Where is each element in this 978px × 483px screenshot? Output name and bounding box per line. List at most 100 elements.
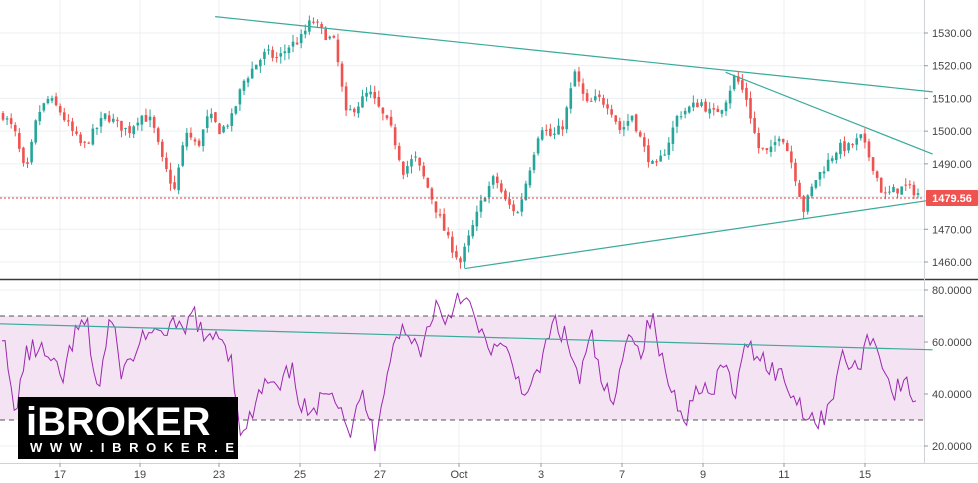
time-axis[interactable]: 17 19 23 25 27 Oct 3 7 9 11 15	[54, 463, 871, 481]
candle	[54, 92, 58, 107]
candle	[71, 117, 74, 136]
candle	[107, 110, 111, 124]
candle	[888, 185, 891, 195]
candle	[397, 142, 401, 162]
candle	[736, 71, 740, 85]
candle	[148, 109, 152, 128]
rsi-panel	[0, 292, 933, 452]
candle	[410, 154, 413, 174]
candle	[769, 139, 773, 157]
candle	[520, 193, 524, 217]
candle	[512, 200, 515, 216]
candle	[22, 146, 25, 167]
candle	[87, 141, 91, 145]
price-tick-label: 1490.00	[932, 159, 972, 171]
candle	[173, 175, 176, 191]
candle	[422, 161, 426, 180]
candle	[585, 89, 589, 103]
candle	[724, 99, 728, 116]
candle	[822, 166, 826, 179]
candle	[177, 163, 180, 195]
candle	[34, 119, 37, 145]
candle	[406, 160, 409, 178]
price-trendlines[interactable]	[215, 16, 933, 270]
candle	[900, 186, 903, 195]
candle	[610, 104, 613, 118]
candle	[634, 113, 638, 133]
candle	[414, 151, 417, 162]
price-tick-label: 1520.00	[932, 61, 972, 73]
rsi-axis[interactable]: 20.0000 40.0000 60.0000 80.0000	[924, 285, 972, 453]
candle	[50, 95, 54, 104]
candle	[197, 138, 201, 148]
candle	[602, 94, 605, 108]
candle	[573, 69, 577, 87]
candle	[700, 99, 703, 108]
candle	[426, 177, 430, 189]
candle	[42, 102, 46, 113]
candle	[487, 181, 491, 204]
candle	[867, 138, 871, 162]
candle	[287, 45, 291, 60]
candle	[218, 122, 221, 135]
candle	[655, 159, 658, 167]
rsi-trendline[interactable]	[0, 323, 933, 351]
candle	[446, 227, 450, 239]
logo-wordmark: iBROKER	[26, 400, 211, 444]
candle	[679, 111, 683, 120]
candle	[826, 152, 830, 172]
candle	[553, 127, 556, 140]
candle	[357, 102, 360, 118]
candle	[581, 78, 585, 101]
candle	[757, 127, 760, 154]
candle	[361, 89, 364, 108]
candle	[896, 188, 899, 198]
candle	[495, 172, 499, 189]
time-tick-label: 9	[700, 469, 706, 481]
candle	[434, 201, 438, 219]
candle	[95, 127, 99, 135]
time-tick-label: 19	[134, 469, 146, 481]
time-tick-label: 23	[213, 469, 225, 481]
candle	[238, 88, 242, 112]
candle	[418, 157, 421, 171]
candle	[46, 95, 50, 105]
candle	[536, 136, 540, 156]
candle	[128, 122, 131, 138]
candle	[99, 111, 103, 134]
candle	[156, 126, 160, 145]
candle	[144, 108, 148, 122]
candle	[275, 52, 278, 63]
candle	[712, 103, 716, 116]
candle	[491, 174, 495, 189]
candle	[26, 157, 29, 169]
candle	[377, 90, 381, 108]
candle	[638, 130, 642, 138]
candle	[75, 126, 78, 136]
candle	[373, 85, 377, 105]
candle	[908, 180, 912, 189]
candle	[704, 98, 707, 113]
trendline-upper-resistance[interactable]	[215, 16, 933, 93]
candle	[1, 111, 5, 122]
last-price-badge: 1479.56	[926, 190, 978, 207]
trendline-short-resistance[interactable]	[725, 71, 933, 155]
price-tick-label: 1460.00	[932, 257, 972, 269]
candle	[385, 114, 389, 121]
candle	[871, 157, 875, 175]
candle	[765, 147, 769, 155]
candle	[91, 124, 95, 146]
candle	[463, 243, 466, 268]
candle	[169, 162, 172, 191]
price-axis[interactable]: 1460.00 1470.00 1490.00 1500.00 1510.00 1520.…	[924, 28, 972, 269]
candle	[773, 135, 777, 152]
candle	[884, 186, 887, 200]
candle	[663, 149, 667, 156]
candle	[5, 116, 9, 125]
trendline-support[interactable]	[464, 199, 933, 270]
time-tick-label: 11	[778, 469, 789, 481]
candle	[254, 64, 258, 70]
candle	[402, 161, 405, 180]
candle	[818, 171, 822, 187]
candle	[544, 124, 548, 136]
